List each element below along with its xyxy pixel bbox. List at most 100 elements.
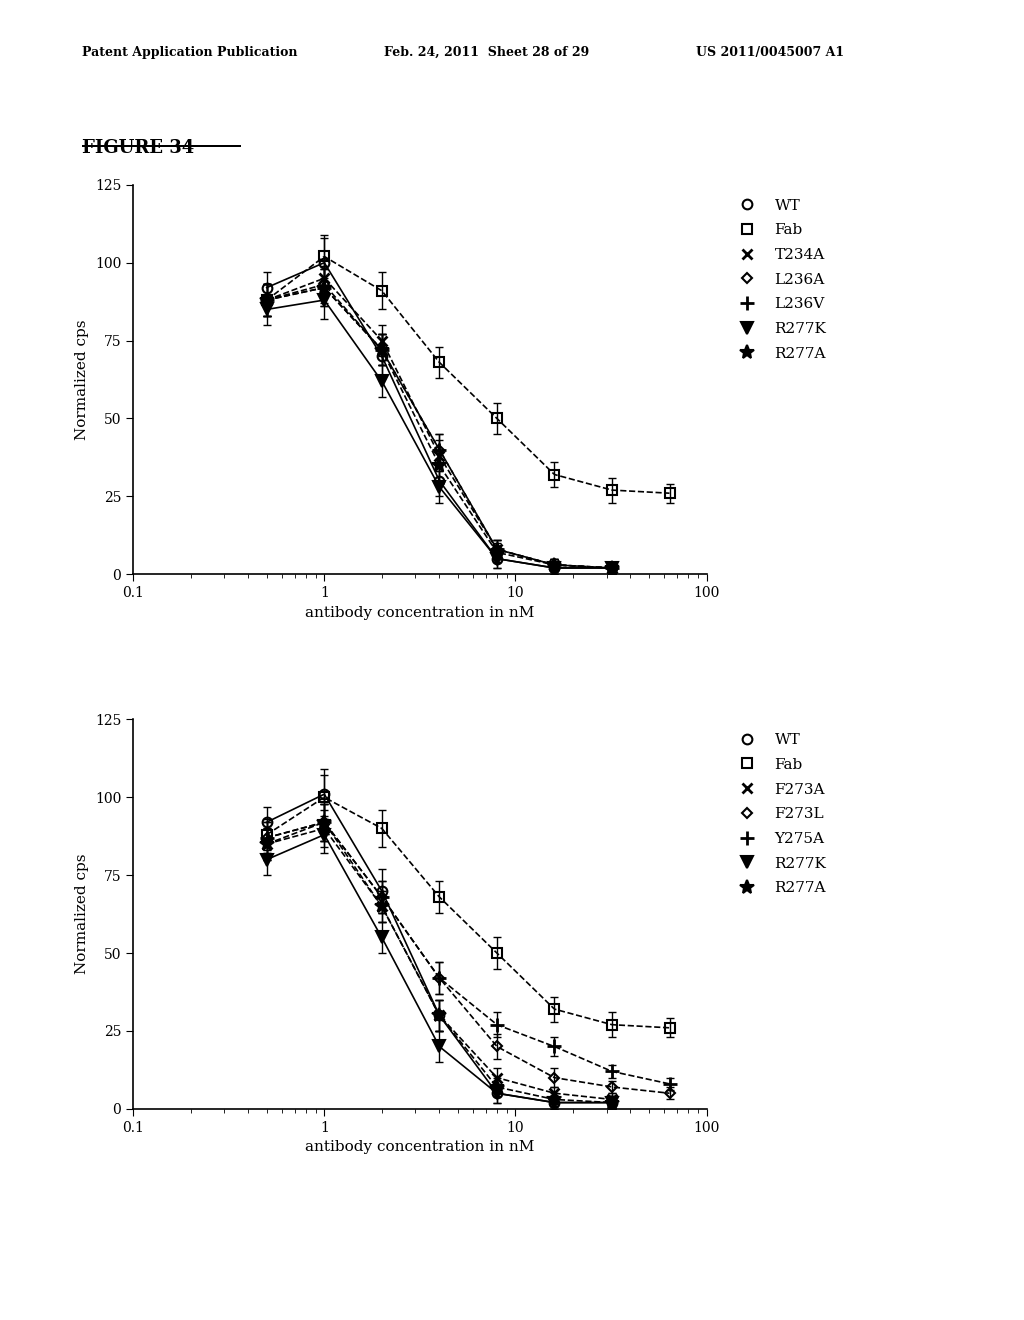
F273A [433, 1007, 445, 1023]
WT [548, 1094, 560, 1110]
Fab [664, 1020, 676, 1036]
WT [376, 348, 388, 364]
Y-axis label: Normalized cps: Normalized cps [76, 319, 89, 440]
R277A [490, 544, 503, 560]
Line: R277K: R277K [261, 829, 617, 1107]
Line: Fab: Fab [262, 792, 675, 1032]
F273L [490, 1039, 503, 1055]
Y275A [318, 814, 331, 830]
F273A [606, 1092, 618, 1107]
Line: Y275A: Y275A [260, 816, 677, 1090]
F273L [376, 890, 388, 906]
Fab [260, 292, 272, 308]
Y275A [260, 830, 272, 846]
Fab [490, 411, 503, 426]
T234A [260, 292, 272, 308]
Text: US 2011/0045007 A1: US 2011/0045007 A1 [696, 46, 845, 59]
Fab [606, 1016, 618, 1032]
F273L [606, 1078, 618, 1094]
Line: R277A: R277A [260, 281, 618, 576]
R277K [260, 851, 272, 867]
R277A [376, 342, 388, 358]
R277A [606, 1094, 618, 1110]
L236V [376, 342, 388, 358]
WT [433, 1007, 445, 1023]
L236A [490, 541, 503, 557]
F273A [260, 836, 272, 851]
R277A [548, 557, 560, 573]
L236V [433, 442, 445, 458]
WT [433, 473, 445, 488]
Fab [318, 248, 331, 264]
R277K [376, 929, 388, 945]
WT [260, 280, 272, 296]
L236V [318, 280, 331, 296]
X-axis label: antibody concentration in nM: antibody concentration in nM [305, 606, 535, 619]
R277A [260, 836, 272, 851]
Fab [318, 789, 331, 805]
F273L [433, 970, 445, 986]
L236A [433, 442, 445, 458]
Fab [490, 945, 503, 961]
Line: Fab: Fab [262, 252, 675, 498]
F273A [490, 1069, 503, 1085]
WT [606, 1094, 618, 1110]
Text: FIGURE 34: FIGURE 34 [82, 139, 195, 157]
Fab [376, 821, 388, 837]
WT [318, 787, 331, 803]
R277A [318, 814, 331, 830]
R277K [490, 1085, 503, 1101]
R277A [606, 560, 618, 576]
L236A [548, 557, 560, 573]
L236V [606, 560, 618, 576]
Legend: WT, Fab, T234A, L236A, L236V, R277K, R277A: WT, Fab, T234A, L236A, L236V, R277K, R27… [726, 193, 833, 367]
R277A [260, 292, 272, 308]
R277A [490, 1078, 503, 1094]
Line: R277K: R277K [261, 294, 617, 573]
Line: F273L: F273L [263, 818, 673, 1097]
Fab [664, 486, 676, 502]
R277A [318, 280, 331, 296]
WT [376, 883, 388, 899]
F273A [318, 821, 331, 837]
F273A [548, 1085, 560, 1101]
R277K [260, 301, 272, 317]
WT [490, 550, 503, 566]
Legend: WT, Fab, F273A, F273L, Y275A, R277K, R277A: WT, Fab, F273A, F273L, Y275A, R277K, R27… [726, 727, 833, 902]
Y275A [490, 1016, 503, 1032]
R277K [548, 560, 560, 576]
T234A [606, 560, 618, 576]
R277K [490, 550, 503, 566]
F273L [260, 830, 272, 846]
X-axis label: antibody concentration in nM: antibody concentration in nM [305, 1140, 535, 1154]
WT [260, 814, 272, 830]
Y275A [664, 1076, 676, 1092]
T234A [376, 333, 388, 348]
Line: L236V: L236V [260, 281, 618, 576]
Y275A [433, 970, 445, 986]
Y275A [606, 1064, 618, 1080]
R277K [318, 826, 331, 842]
Line: WT: WT [262, 789, 616, 1107]
Text: Feb. 24, 2011  Sheet 28 of 29: Feb. 24, 2011 Sheet 28 of 29 [384, 46, 589, 59]
Y275A [376, 890, 388, 906]
L236A [318, 277, 331, 293]
R277A [376, 899, 388, 915]
L236V [548, 557, 560, 573]
R277K [318, 292, 331, 308]
F273A [376, 899, 388, 915]
R277K [606, 560, 618, 576]
T234A [433, 447, 445, 463]
R277K [606, 1094, 618, 1110]
WT [548, 560, 560, 576]
Fab [260, 826, 272, 842]
R277A [548, 1092, 560, 1107]
L236A [260, 292, 272, 308]
Line: R277A: R277A [260, 816, 618, 1110]
Text: Patent Application Publication: Patent Application Publication [82, 46, 297, 59]
R277K [548, 1094, 560, 1110]
Fab [606, 482, 618, 498]
Y-axis label: Normalized cps: Normalized cps [76, 854, 89, 974]
F273L [548, 1069, 560, 1085]
Line: WT: WT [262, 257, 616, 573]
